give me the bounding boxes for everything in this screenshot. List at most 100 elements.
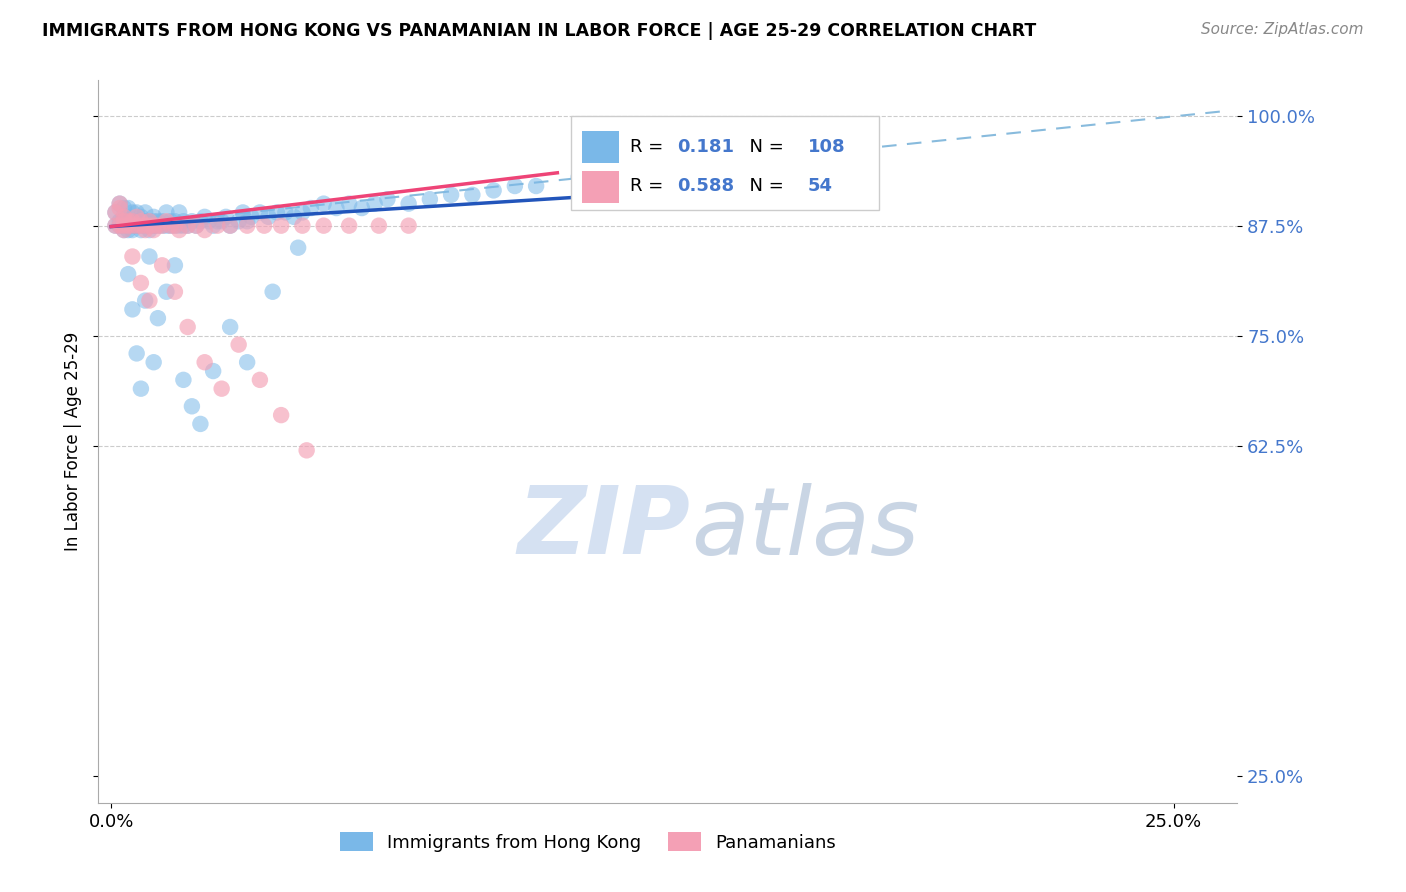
Point <box>125 219 148 233</box>
Point <box>117 214 139 228</box>
Point <box>176 219 198 233</box>
Point <box>219 320 242 334</box>
Point <box>291 205 314 219</box>
Point <box>150 214 173 228</box>
Point <box>121 250 143 264</box>
Point <box>138 219 160 233</box>
Point <box>159 214 181 228</box>
Point <box>134 223 156 237</box>
Point <box>129 214 152 228</box>
Point <box>163 219 186 233</box>
Point <box>117 267 139 281</box>
Point <box>112 219 135 233</box>
Point <box>125 210 148 224</box>
Point <box>262 285 284 299</box>
Point <box>219 219 242 233</box>
Point <box>121 214 143 228</box>
Point <box>236 355 259 369</box>
FancyBboxPatch shape <box>571 117 879 211</box>
Point <box>150 219 173 233</box>
Point <box>367 219 389 233</box>
Point <box>482 183 505 197</box>
Point <box>211 214 233 228</box>
Point <box>163 285 186 299</box>
Point <box>167 219 190 233</box>
Point <box>180 399 202 413</box>
Point <box>176 320 198 334</box>
Text: 54: 54 <box>808 178 832 195</box>
Point <box>163 214 186 228</box>
Point <box>325 201 347 215</box>
Point <box>172 214 194 228</box>
Point <box>121 205 143 219</box>
Point <box>299 201 322 215</box>
Point <box>125 346 148 360</box>
Point <box>219 219 242 233</box>
Point <box>524 179 547 194</box>
Point <box>172 373 194 387</box>
Point <box>461 187 484 202</box>
Point <box>117 201 139 215</box>
Point <box>207 219 229 233</box>
Point <box>108 219 131 233</box>
Point <box>652 153 675 167</box>
Point <box>108 219 131 233</box>
Point <box>253 219 276 233</box>
Point <box>121 214 143 228</box>
Point <box>163 219 186 233</box>
Point <box>112 201 135 215</box>
Point <box>125 219 148 233</box>
Point <box>167 205 190 219</box>
Point <box>108 196 131 211</box>
Point <box>134 219 156 233</box>
Point <box>398 196 420 211</box>
Point <box>176 219 198 233</box>
Point <box>186 219 208 233</box>
Point <box>207 214 229 228</box>
Point <box>274 205 297 219</box>
Point <box>121 302 143 317</box>
Point <box>104 205 127 219</box>
Point <box>142 355 165 369</box>
Point <box>142 219 165 233</box>
Point <box>138 219 160 233</box>
Point <box>121 223 143 237</box>
Point <box>146 311 169 326</box>
Point <box>104 205 127 219</box>
Point <box>138 250 160 264</box>
Legend: Immigrants from Hong Kong, Panamanians: Immigrants from Hong Kong, Panamanians <box>333 825 844 859</box>
Point <box>167 223 190 237</box>
Point <box>117 219 139 233</box>
Point <box>287 241 309 255</box>
FancyBboxPatch shape <box>582 170 619 203</box>
Point <box>266 205 288 219</box>
Point <box>377 192 399 206</box>
Point <box>150 258 173 272</box>
Point <box>129 382 152 396</box>
Point <box>172 219 194 233</box>
Point <box>312 196 335 211</box>
Point <box>134 293 156 308</box>
Point <box>138 214 160 228</box>
Point <box>134 214 156 228</box>
Point <box>112 210 135 224</box>
Text: N =: N = <box>738 137 796 156</box>
Point <box>104 219 127 233</box>
Point <box>142 210 165 224</box>
Point <box>121 219 143 233</box>
Point <box>283 210 305 224</box>
Point <box>568 170 591 185</box>
Text: IMMIGRANTS FROM HONG KONG VS PANAMANIAN IN LABOR FORCE | AGE 25-29 CORRELATION C: IMMIGRANTS FROM HONG KONG VS PANAMANIAN … <box>42 22 1036 40</box>
Point <box>240 210 263 224</box>
Point <box>142 214 165 228</box>
Point <box>129 276 152 290</box>
Point <box>610 161 633 176</box>
Point <box>117 214 139 228</box>
Point <box>337 219 360 233</box>
Point <box>202 364 225 378</box>
Point <box>163 258 186 272</box>
Point <box>249 373 271 387</box>
Text: 0.588: 0.588 <box>676 178 734 195</box>
Text: R =: R = <box>630 137 675 156</box>
Text: 0.181: 0.181 <box>676 137 734 156</box>
